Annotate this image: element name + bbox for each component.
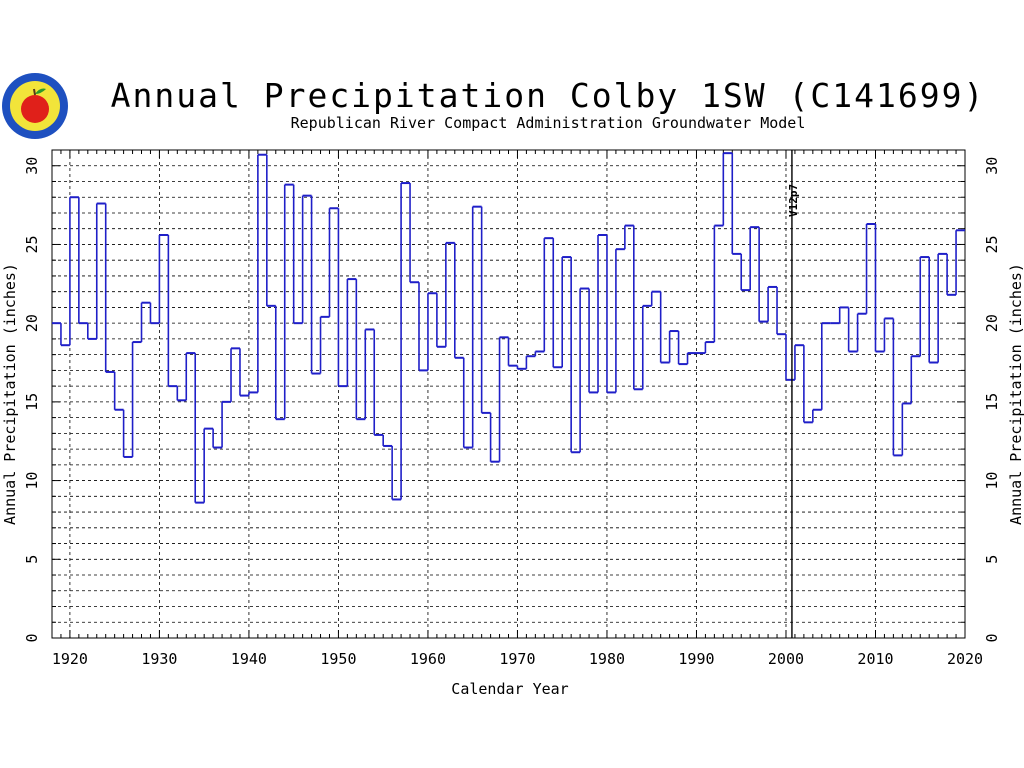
y-tick-label-right: 20 [983,314,1001,332]
annotation: V12p7 [787,150,800,638]
x-axis-label: Calendar Year [451,680,568,698]
y-tick-label-left: 10 [23,472,41,490]
y-tick-label-right: 0 [983,633,1001,642]
x-tick-label: 1930 [141,650,177,668]
x-tick-label: 1990 [678,650,714,668]
y-tick-label-left: 30 [23,157,41,175]
x-tick-label: 2010 [857,650,893,668]
y-tick-label-left: 0 [23,633,41,642]
y-tick-label-right: 10 [983,472,1001,490]
x-tick-label: 1920 [52,650,88,668]
axes [51,149,966,639]
x-tick-label: 1950 [320,650,356,668]
precipitation-steps [52,152,965,504]
y-axis-label-left: Annual Precipitation (inches) [1,263,19,525]
x-tick-label: 2020 [947,650,983,668]
y-tick-label-right: 25 [983,235,1001,253]
grid-lines [52,150,965,638]
chart-title: Annual Precipitation Colby 1SW (C141699) [111,76,986,115]
annotation-label: V12p7 [787,184,800,217]
y-tick-label-right: 30 [983,157,1001,175]
x-tick-label: 1970 [499,650,535,668]
x-tick-label: 1980 [589,650,625,668]
x-tick-label: 1940 [231,650,267,668]
rrca-logo-icon [2,73,68,139]
y-tick-label-right: 5 [983,555,1001,564]
y-tick-label-left: 20 [23,314,41,332]
chart-subtitle: Republican River Compact Administration … [291,114,806,132]
y-tick-label-left: 15 [23,393,41,411]
y-axis-label-right: Annual Precipitation (inches) [1007,263,1024,525]
y-tick-label-right: 15 [983,393,1001,411]
x-tick-labels: 1920 1930 1940 1950 1960 1970 1980 1990 2000 2010… [52,650,983,668]
y-tick-label-left: 25 [23,235,41,253]
x-tick-label: 1960 [410,650,446,668]
plot-frame [51,149,966,639]
y-tick-labels: 0 0 5 5 10 10 15 15 20 20 25 25 30 30 [23,157,1001,643]
x-tick-label: 2000 [768,650,804,668]
y-tick-label-left: 5 [23,555,41,564]
